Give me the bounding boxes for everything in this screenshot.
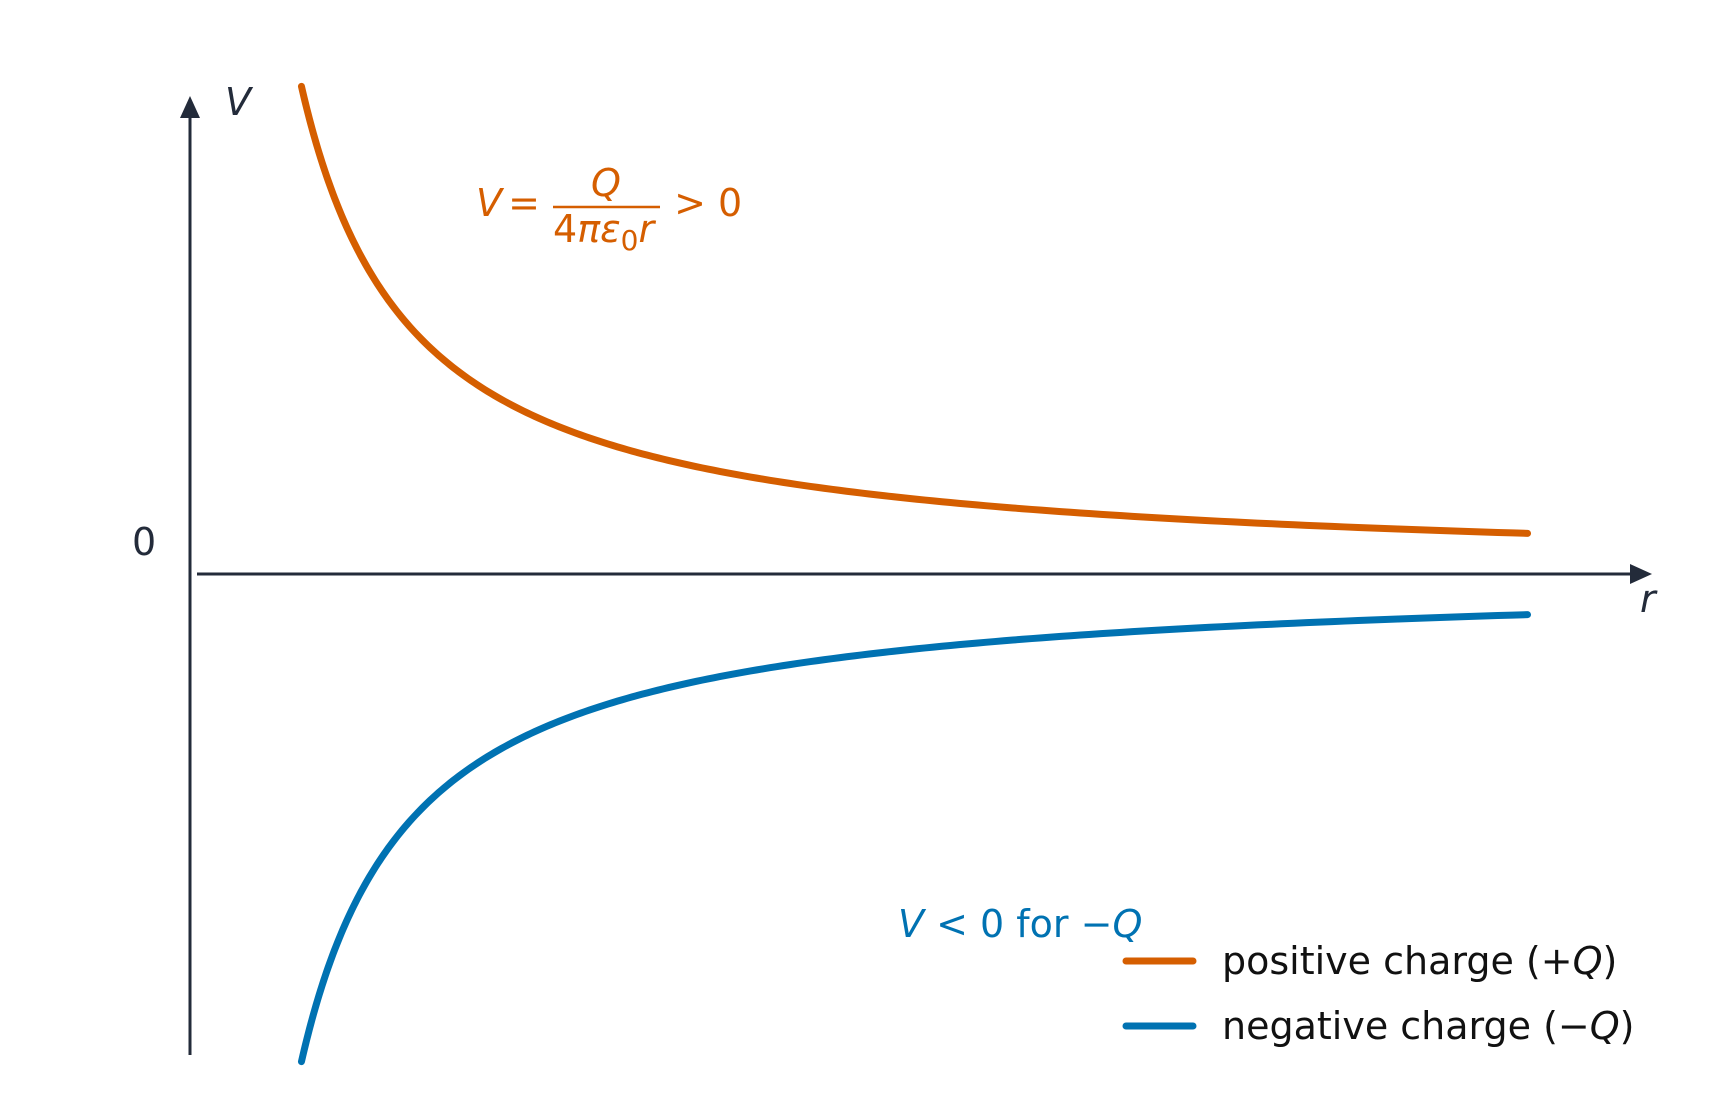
annotation-positive-formula: V = Q 4πε0r > 0 [476,161,742,257]
annotation-negative-mid: < 0 for − [924,902,1112,946]
annotation-negative-var: Q [1112,902,1142,946]
legend-item-positive: positive charge (+Q) [1122,939,1617,983]
denominator-four: 4 [553,207,577,251]
x-axis-arrow [1630,564,1652,584]
denominator-epsilon: ε [600,207,621,251]
series-line-negative-charge [297,611,1532,1066]
formula-numerator: Q [591,161,621,205]
y-axis-arrow [180,96,200,118]
y-axis-label: V [225,80,254,124]
legend-label-positive-var: Q [1573,939,1603,983]
series-line-positive-charge [297,82,1532,537]
denominator-r: r [638,207,656,251]
y-tick-label-zero: 0 [132,520,156,564]
legend-item-negative: negative charge (−Q) [1122,1004,1635,1048]
legend-label-negative: negative charge (−Q) [1222,1004,1635,1048]
formula-rhs: > 0 [662,181,742,225]
legend-label-negative-suffix: ) [1620,1004,1635,1048]
legend: positive charge (+Q) negative charge (−Q… [1122,939,1635,1048]
series-group [297,82,1532,1066]
annotation-negative: V < 0 for −Q [898,902,1142,946]
annotation-negative-lhs: V [898,902,927,946]
legend-label-negative-prefix: negative charge (− [1222,1004,1590,1048]
legend-label-positive-prefix: positive charge (+ [1222,939,1573,983]
axes: V r 0 [132,80,1658,1055]
x-axis-label: r [1640,577,1658,621]
formula-equals: = [496,181,552,225]
legend-label-positive: positive charge (+Q) [1222,939,1617,983]
legend-label-positive-suffix: ) [1603,939,1618,983]
formula-denominator: 4πε0r [553,207,656,257]
formula-lhs: V [476,181,505,225]
denominator-subscript: 0 [621,224,639,257]
legend-label-negative-var: Q [1590,1004,1620,1048]
denominator-pi: π [577,207,601,251]
